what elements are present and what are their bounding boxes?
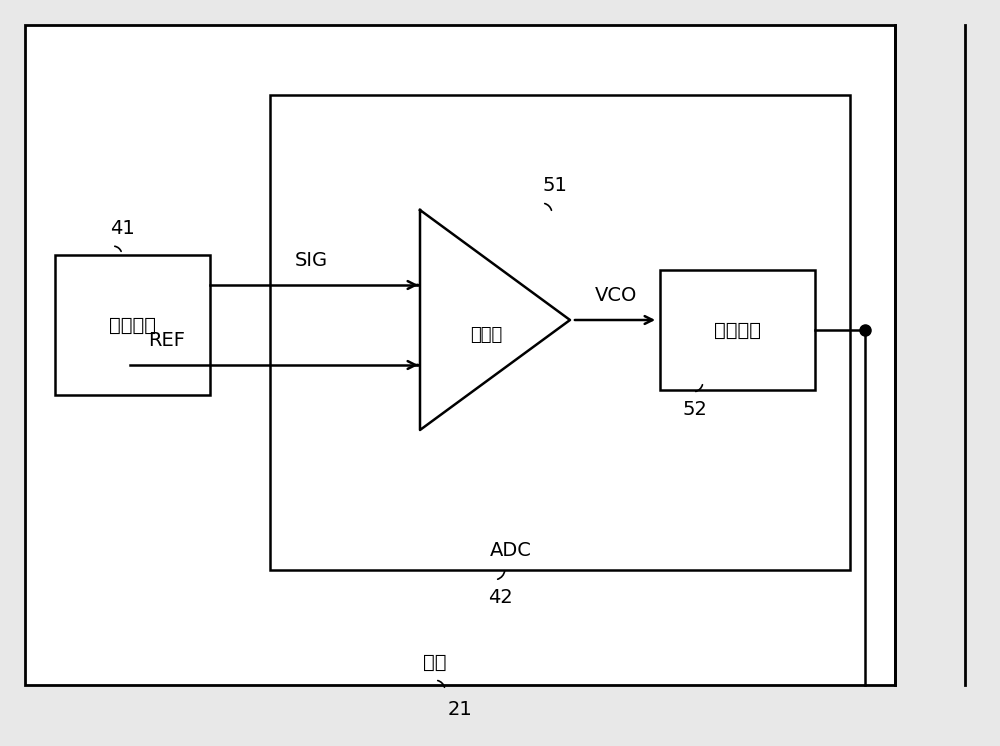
Text: SIG: SIG [295, 251, 328, 270]
Text: ADC: ADC [490, 541, 532, 560]
Polygon shape [420, 210, 570, 430]
Text: 42: 42 [488, 588, 512, 607]
Text: REF: REF [148, 331, 185, 350]
Text: 21: 21 [448, 700, 472, 719]
Bar [270, 95, 850, 570]
Text: 锁存电路: 锁存电路 [714, 321, 761, 339]
Text: VCO: VCO [595, 286, 637, 305]
Bar [25, 25, 895, 685]
Text: 52: 52 [683, 400, 707, 419]
Text: 比较器: 比较器 [470, 326, 502, 344]
Bar [660, 270, 815, 390]
Bar [55, 255, 210, 395]
Text: 像素: 像素 [423, 653, 447, 672]
Text: 51: 51 [542, 176, 567, 195]
Text: 像素电路: 像素电路 [109, 316, 156, 334]
Text: 41: 41 [110, 219, 135, 238]
